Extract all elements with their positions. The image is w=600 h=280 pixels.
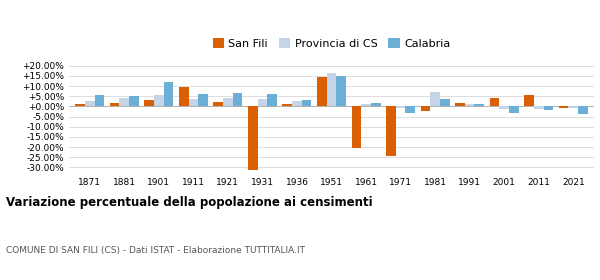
Bar: [214, 102, 223, 106]
Bar: [129, 96, 139, 106]
Bar: [509, 106, 519, 113]
Text: COMUNE DI SAN FILI (CS) - Dati ISTAT - Elaborazione TUTTITALIA.IT: COMUNE DI SAN FILI (CS) - Dati ISTAT - E…: [6, 246, 305, 255]
Bar: [465, 104, 475, 106]
Bar: [164, 82, 173, 106]
Bar: [223, 98, 233, 106]
Bar: [302, 100, 311, 106]
Bar: [198, 94, 208, 106]
Bar: [154, 95, 164, 106]
Bar: [559, 106, 568, 108]
Bar: [524, 95, 534, 106]
Legend: San Fili, Provincia di CS, Calabria: San Fili, Provincia di CS, Calabria: [208, 34, 455, 53]
Bar: [534, 106, 544, 109]
Bar: [386, 106, 396, 156]
Bar: [95, 95, 104, 106]
Bar: [292, 101, 302, 106]
Bar: [248, 106, 257, 169]
Bar: [317, 77, 326, 106]
Bar: [499, 106, 509, 109]
Bar: [179, 87, 188, 106]
Bar: [326, 73, 337, 106]
Bar: [544, 106, 553, 111]
Bar: [455, 103, 465, 106]
Bar: [283, 104, 292, 106]
Bar: [119, 98, 129, 106]
Bar: [568, 106, 578, 108]
Bar: [85, 101, 95, 106]
Bar: [188, 99, 198, 106]
Bar: [406, 106, 415, 113]
Bar: [75, 104, 85, 106]
Bar: [257, 99, 267, 106]
Bar: [110, 103, 119, 106]
Bar: [396, 106, 406, 108]
Bar: [337, 76, 346, 106]
Bar: [233, 93, 242, 106]
Bar: [361, 104, 371, 106]
Bar: [421, 106, 430, 111]
Text: Variazione percentuale della popolazione ai censimenti: Variazione percentuale della popolazione…: [6, 196, 373, 209]
Bar: [144, 100, 154, 106]
Bar: [371, 103, 380, 106]
Bar: [430, 92, 440, 106]
Bar: [578, 106, 588, 113]
Bar: [267, 94, 277, 106]
Bar: [475, 104, 484, 106]
Bar: [352, 106, 361, 148]
Bar: [440, 99, 449, 106]
Bar: [490, 98, 499, 106]
